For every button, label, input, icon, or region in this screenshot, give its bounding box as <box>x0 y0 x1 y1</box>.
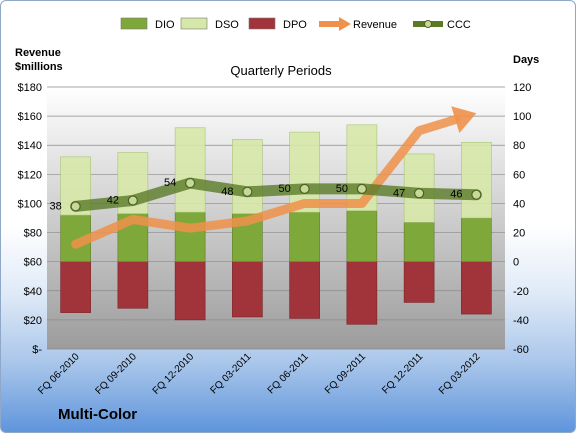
dpo-bar <box>403 261 435 303</box>
right-tick-label: -20 <box>513 286 529 298</box>
ccc-marker <box>471 189 482 200</box>
revenue-line <box>71 115 460 249</box>
left-tick-label: $60 <box>24 257 42 269</box>
ccc-data-label: 38 <box>50 200 62 212</box>
dpo-bar <box>174 261 206 321</box>
ccc-data-label: 50 <box>336 183 348 195</box>
ccc-marker <box>127 195 138 206</box>
dpo-bar <box>289 261 320 319</box>
ccc-data-label: 42 <box>107 195 119 207</box>
right-tick-label: -60 <box>513 344 529 356</box>
ccc-marker <box>70 201 81 212</box>
legend-label-revenue: Revenue <box>353 19 397 31</box>
left-tick-label: $80 <box>24 228 42 240</box>
right-tick-label: 60 <box>513 169 525 181</box>
ccc-line <box>70 177 482 212</box>
left-tick-label: $100 <box>18 198 42 210</box>
dio-bar <box>403 222 435 262</box>
category-label: FQ 03-2011 <box>209 351 254 396</box>
dso-bar <box>232 139 263 214</box>
ccc-marker <box>185 177 196 189</box>
legend-swatch-revenue-head <box>339 17 351 31</box>
dso-bar <box>289 131 320 213</box>
left-axis-label-line2: $millions <box>15 61 63 73</box>
left-axis-label-line1: Revenue <box>15 47 61 59</box>
left-tick-label: $40 <box>24 286 42 298</box>
ccc-marker <box>299 183 310 194</box>
ccc-series: 38 42 54 48 50 50 47 46 <box>50 177 482 212</box>
left-axis-ticks: $- $20 $40 $60 $80 $100 $120 $140 $160 $180 <box>18 82 43 356</box>
right-tick-label: 80 <box>513 140 525 152</box>
dio-bar <box>289 211 320 262</box>
category-label: FQ 09-2010 <box>93 351 139 397</box>
dso-bar <box>174 127 206 213</box>
right-tick-label: 40 <box>513 198 525 210</box>
revenue-arrowhead <box>451 106 477 134</box>
right-tick-label: 120 <box>513 82 531 94</box>
right-tick-label: -40 <box>513 315 529 327</box>
category-label: FQ 09-2011 <box>323 351 368 396</box>
left-tick-label: $120 <box>18 169 42 181</box>
legend: DIO DSO DPO Revenue CCC <box>120 17 471 31</box>
right-tick-label: 100 <box>513 111 531 123</box>
ccc-data-label: 46 <box>450 189 462 201</box>
dio-bar <box>461 217 492 262</box>
ccc-marker <box>414 188 425 199</box>
dso-bar <box>461 142 492 219</box>
left-tick-label: $160 <box>18 111 42 123</box>
left-tick-label: $- <box>32 344 42 356</box>
company-name: Multi-Color <box>58 406 138 423</box>
dpo-bar <box>346 261 378 325</box>
right-axis-label: Days <box>513 54 539 66</box>
dpo-bar <box>232 261 263 318</box>
ccc-data-label: 47 <box>393 187 405 199</box>
category-label: FQ 03-2012 <box>437 351 483 397</box>
category-label: FQ 12-2011 <box>380 351 425 396</box>
dio-bar <box>174 211 206 262</box>
dpo-bar <box>461 261 492 315</box>
right-tick-label: 20 <box>513 228 525 240</box>
left-tick-label: $140 <box>18 140 42 152</box>
ccc-data-label: 48 <box>221 186 233 198</box>
ccc-marker <box>242 186 253 197</box>
legend-label-dso: DSO <box>215 19 239 31</box>
legend-swatch-dio <box>120 17 148 30</box>
category-labels: FQ 06-2010 FQ 09-2010 FQ 12-2010 FQ 03-2011… <box>36 351 483 397</box>
left-tick-label: $180 <box>18 82 42 94</box>
dpo-bar <box>60 261 91 313</box>
ccc-marker <box>356 183 367 194</box>
category-label: FQ 06-2010 <box>36 351 82 397</box>
chart-title: Quarterly Periods <box>230 63 332 78</box>
legend-label-dio: DIO <box>155 19 175 31</box>
dpo-bar <box>117 261 149 309</box>
legend-label-ccc: CCC <box>447 19 471 31</box>
right-tick-label: 0 <box>513 257 519 269</box>
legend-label-dpo: DPO <box>283 19 307 31</box>
legend-swatch-dso <box>180 17 208 30</box>
ccc-data-label: 50 <box>279 183 291 195</box>
legend-swatch-dpo <box>248 17 276 30</box>
revenue-series <box>71 106 477 249</box>
legend-swatch-ccc-marker <box>424 20 432 28</box>
ccc-data-label: 54 <box>164 177 176 189</box>
left-tick-label: $20 <box>24 315 42 327</box>
right-axis-ticks: -60 -40 -20 0 20 40 60 80 100 120 <box>513 82 531 356</box>
dio-bar <box>346 210 378 262</box>
category-label: FQ 06-2011 <box>266 351 311 396</box>
category-label: FQ 12-2010 <box>151 351 197 397</box>
